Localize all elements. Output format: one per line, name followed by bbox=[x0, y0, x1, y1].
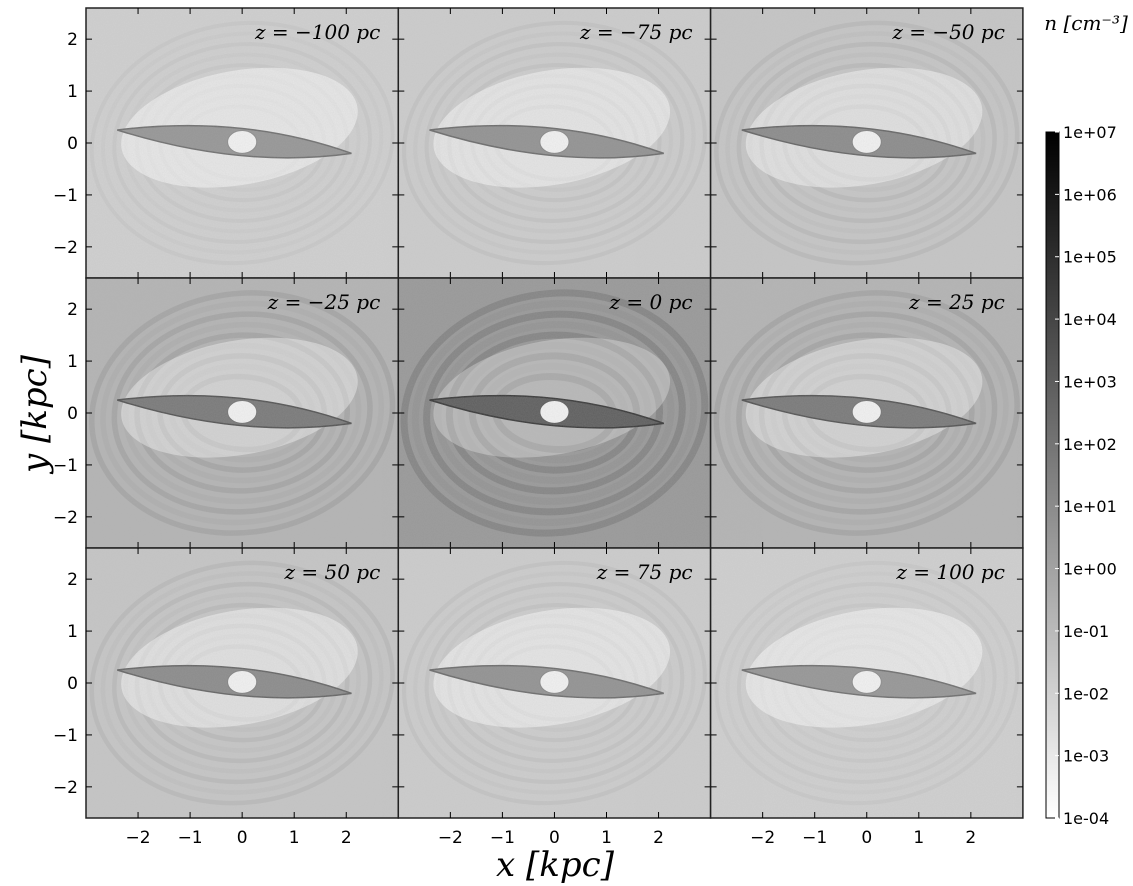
noise-overlay bbox=[86, 278, 399, 548]
x-tick-label: 2 bbox=[965, 828, 976, 848]
density-panel: z = 100 pc bbox=[709, 547, 1024, 819]
density-panel: z = −25 pc bbox=[85, 277, 400, 549]
colorbar-tick-label: 1e+01 bbox=[1063, 497, 1117, 516]
noise-overlay bbox=[710, 8, 1023, 278]
y-tick-label: 0 bbox=[67, 404, 78, 424]
panel-label: z = 75 pc bbox=[596, 560, 693, 584]
y-axis-label: y [kpc] bbox=[15, 354, 55, 475]
panel-label: z = −25 pc bbox=[267, 290, 381, 314]
x-tick-label: 1 bbox=[289, 828, 300, 848]
x-tick-label: 2 bbox=[341, 828, 352, 848]
axes-group: 2 1 0 −1 −2 2 1 0 −1 −2 2 1 0 −1 −2 −2 −1 0 1 2 −2 −1 0 1 2 −2 −1 0… bbox=[53, 30, 976, 848]
colorbar-tick-label: 1e-01 bbox=[1063, 622, 1109, 641]
colorbar-tick-label: 1e-04 bbox=[1063, 809, 1109, 828]
panel-label: z = 25 pc bbox=[908, 290, 1005, 314]
x-axis-label: x [kpc] bbox=[496, 845, 615, 885]
y-tick-label: −2 bbox=[53, 508, 78, 528]
x-tick-label: 1 bbox=[913, 828, 924, 848]
colorbar-title: n [cm⁻³] bbox=[1044, 11, 1128, 35]
colorbar-tick-label: 1e+05 bbox=[1063, 248, 1117, 267]
noise-overlay bbox=[710, 278, 1023, 548]
y-tick-label: −1 bbox=[53, 456, 78, 476]
density-panel: z = 50 pc bbox=[85, 547, 400, 819]
y-tick-label: 0 bbox=[67, 674, 78, 694]
density-panel: z = −75 pc bbox=[397, 7, 712, 279]
x-tick-label: 0 bbox=[549, 828, 560, 848]
noise-overlay bbox=[710, 548, 1023, 818]
noise-overlay bbox=[86, 548, 399, 818]
colorbar-tick-label: 1e-03 bbox=[1063, 747, 1109, 766]
y-tick-label: −1 bbox=[53, 726, 78, 746]
density-panel: z = 75 pc bbox=[397, 547, 712, 819]
y-tick-label: 2 bbox=[67, 570, 78, 590]
panel-label: z = 50 pc bbox=[283, 560, 380, 584]
y-tick-label: 2 bbox=[67, 300, 78, 320]
y-tick-label: 0 bbox=[67, 134, 78, 154]
y-tick-label: 1 bbox=[67, 352, 78, 372]
panel-label: z = 100 pc bbox=[895, 560, 1005, 584]
x-tick-label: 0 bbox=[237, 828, 248, 848]
x-tick-label: −2 bbox=[750, 828, 775, 848]
colorbar-tick-label: 1e+03 bbox=[1063, 372, 1117, 391]
colorbar: n [cm⁻³] 1e+07 1e+06 1e+05 1e+04 1e+03 1e+02 1… bbox=[1044, 11, 1128, 828]
noise-overlay bbox=[398, 8, 711, 278]
x-tick-label: −2 bbox=[438, 828, 463, 848]
noise-overlay bbox=[86, 8, 399, 278]
panel-label: z = −100 pc bbox=[254, 20, 380, 44]
colorbar-tick-label: 1e+07 bbox=[1063, 123, 1117, 142]
panel-label: z = 0 pc bbox=[608, 290, 692, 314]
colorbar-tick-label: 1e-02 bbox=[1063, 684, 1109, 703]
x-tick-label: 0 bbox=[861, 828, 872, 848]
colorbar-tick-label: 1e+02 bbox=[1063, 435, 1117, 454]
y-tick-label: −2 bbox=[53, 238, 78, 258]
noise-overlay bbox=[398, 548, 711, 818]
density-panel: z = −50 pc bbox=[709, 7, 1024, 279]
y-tick-label: 1 bbox=[67, 622, 78, 642]
colorbar-tick-label: 1e+04 bbox=[1063, 310, 1117, 329]
panel-grid: z = −100 pc z = −75 pc z = −50 pc z = −25 p… bbox=[85, 7, 1024, 819]
x-tick-label: −2 bbox=[126, 828, 151, 848]
y-tick-label: 1 bbox=[67, 82, 78, 102]
x-tick-label: −1 bbox=[178, 828, 203, 848]
density-panel: z = −100 pc bbox=[85, 7, 400, 279]
x-tick-label: −1 bbox=[490, 828, 515, 848]
noise-overlay bbox=[398, 278, 711, 548]
colorbar-tick-label: 1e+06 bbox=[1063, 185, 1117, 204]
density-panel: z = 25 pc bbox=[709, 277, 1024, 549]
density-panel: z = 0 pc bbox=[397, 277, 712, 549]
y-tick-label: 2 bbox=[67, 30, 78, 50]
panel-label: z = −75 pc bbox=[579, 20, 693, 44]
y-tick-label: −2 bbox=[53, 778, 78, 798]
x-tick-label: 2 bbox=[653, 828, 664, 848]
colorbar-tick-label: 1e+00 bbox=[1063, 560, 1117, 579]
x-tick-label: −1 bbox=[802, 828, 827, 848]
colorbar-gradient bbox=[1045, 131, 1060, 819]
panel-label: z = −50 pc bbox=[891, 20, 1005, 44]
y-tick-label: −1 bbox=[53, 186, 78, 206]
x-tick-label: 1 bbox=[601, 828, 612, 848]
